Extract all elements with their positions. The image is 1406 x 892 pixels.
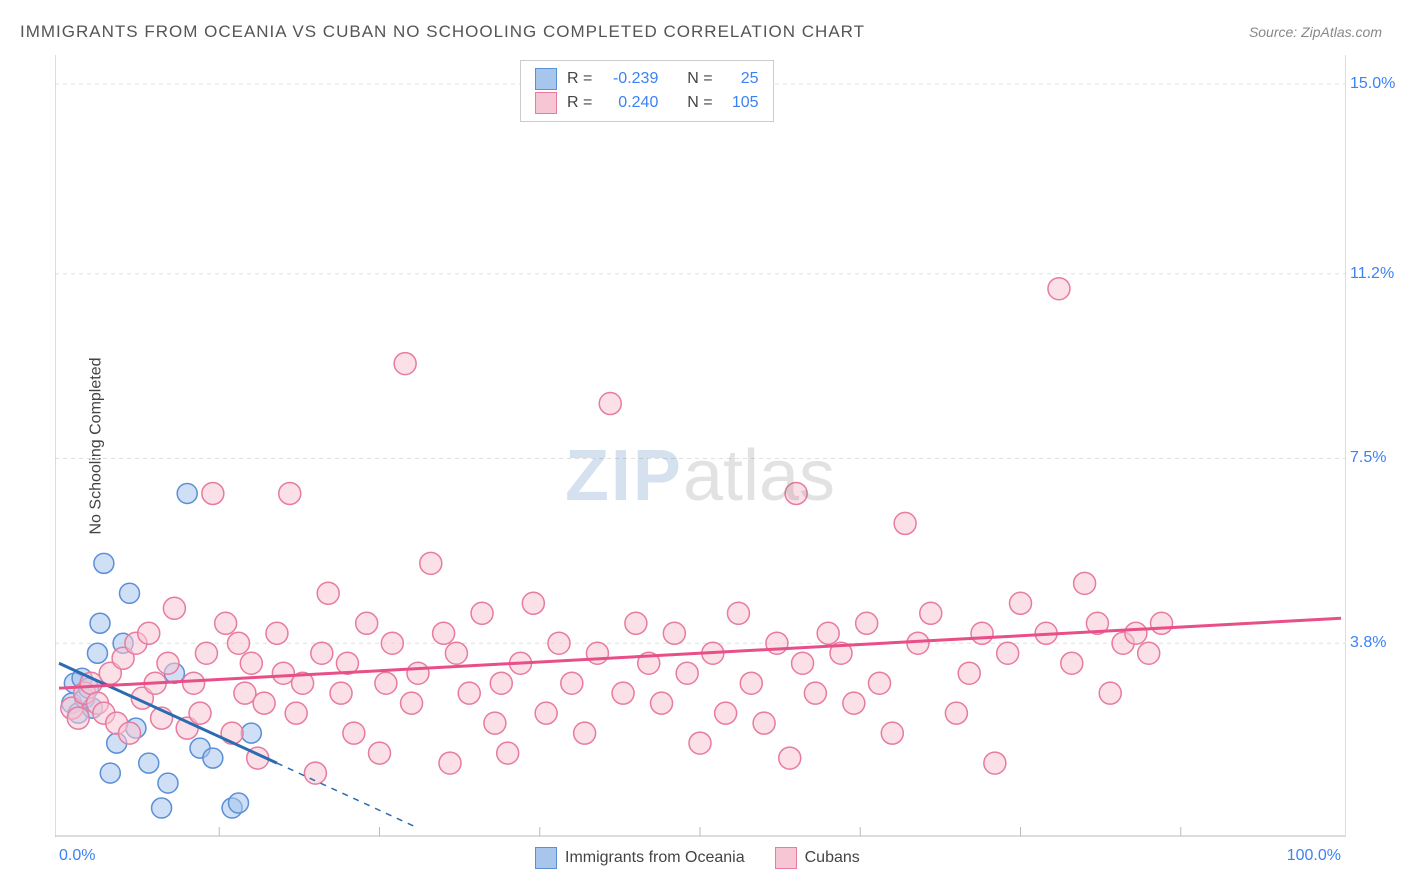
y-tick-label: 11.2% — [1350, 265, 1405, 283]
legend-swatch — [535, 68, 557, 90]
legend-stats-row: R = -0.239 N = 25 — [535, 67, 759, 91]
r-label: R = — [567, 67, 592, 91]
x-tick-label: 100.0% — [1287, 847, 1341, 865]
chart-container: IMMIGRANTS FROM OCEANIA VS CUBAN NO SCHO… — [0, 0, 1406, 892]
n-value: 25 — [723, 67, 759, 91]
bottom-legend-item: Cubans — [775, 847, 860, 869]
legend-swatch — [775, 847, 797, 869]
legend-stats-row: R = 0.240 N = 105 — [535, 91, 759, 115]
y-tick-label: 7.5% — [1350, 449, 1405, 467]
n-label: N = — [687, 67, 712, 91]
source-attribution: Source: ZipAtlas.com — [1249, 24, 1382, 40]
chart-title: IMMIGRANTS FROM OCEANIA VS CUBAN NO SCHO… — [20, 22, 865, 42]
r-value: 0.240 — [602, 91, 658, 115]
n-label: N = — [687, 91, 712, 115]
legend-swatch — [535, 92, 557, 114]
bottom-legend-item: Immigrants from Oceania — [535, 847, 745, 869]
legend-series-name: Immigrants from Oceania — [565, 849, 745, 867]
legend-series-name: Cubans — [805, 849, 860, 867]
x-tick-label: 0.0% — [59, 847, 95, 865]
legend-stats-box: R = -0.239 N = 25 R = 0.240 N = 105 — [520, 60, 774, 122]
legend-swatch — [535, 847, 557, 869]
n-value: 105 — [723, 91, 759, 115]
plot-area: ZIPatlas Immigrants from OceaniaCubans 3… — [55, 55, 1346, 837]
r-value: -0.239 — [602, 67, 658, 91]
y-tick-label: 15.0% — [1350, 75, 1405, 93]
y-tick-label: 3.8% — [1350, 634, 1405, 652]
scatter-plot-svg — [55, 55, 1345, 837]
r-label: R = — [567, 91, 592, 115]
bottom-legend: Immigrants from Oceania Cubans — [535, 847, 860, 869]
